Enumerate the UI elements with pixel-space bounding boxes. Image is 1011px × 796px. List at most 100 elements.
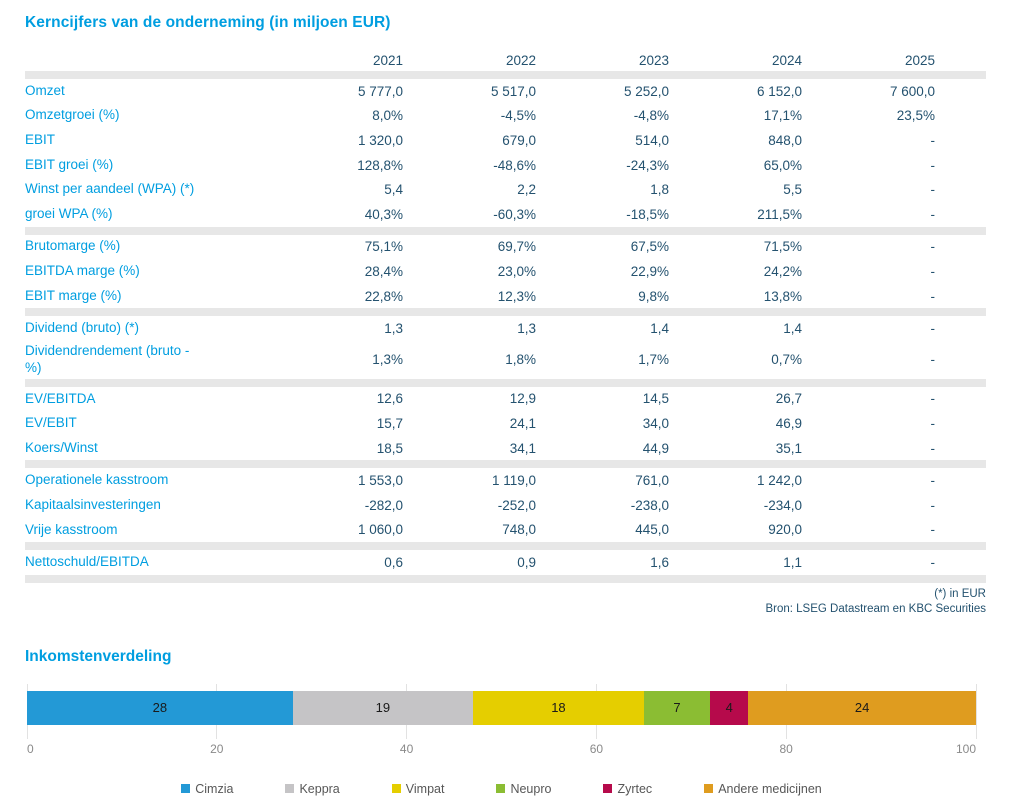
value-cell: 12,6	[376, 391, 403, 407]
row-label: Koers/Winst	[25, 439, 98, 455]
legend-item: Neupro	[496, 782, 551, 796]
value-cell: 23,0%	[497, 263, 536, 279]
legend-label: Andere medicijnen	[718, 781, 822, 796]
value-cell: 28,4%	[364, 263, 403, 279]
row-label: Winst per aandeel (WPA) (*)	[25, 181, 195, 197]
section-separator	[25, 226, 986, 235]
value-cell: 14,5	[642, 391, 669, 407]
value-cell: 8,0%	[372, 108, 403, 124]
value-cell: -	[930, 555, 936, 571]
legend-item: Keppra	[285, 781, 340, 796]
value-cell: -	[930, 522, 936, 538]
bar-segment-vimpat: 18	[473, 690, 644, 725]
section-separator	[25, 574, 986, 583]
value-cell: -	[930, 288, 936, 304]
row-label: EV/EBIT	[25, 415, 77, 431]
value-cell: 5 777,0	[357, 83, 403, 99]
table-title: Kerncijfers van de onderneming (in miljo…	[25, 14, 391, 31]
year-header: 2023	[638, 52, 669, 68]
legend-label: Zyrtec	[617, 781, 653, 796]
value-cell: 1 553,0	[357, 473, 403, 489]
table-row: EBIT 1 320,0 679,0 514,0 848,0 -	[25, 128, 986, 153]
stacked-bar: 28 19 18 7 4 24	[27, 690, 976, 725]
section-separator	[25, 542, 986, 551]
section-separator	[25, 71, 986, 79]
value-cell: 71,5%	[763, 239, 802, 255]
x-tick-label: 80	[779, 741, 793, 756]
value-cell: -4,8%	[633, 108, 669, 124]
x-tick-label: 100	[955, 741, 976, 756]
value-cell: 18,5	[376, 440, 403, 456]
table-row: groei WPA (%) 40,3% -60,3% -18,5% 211,5% -	[25, 202, 986, 227]
table-row: Nettoschuld/EBITDA 0,6 0,9 1,6 1,1 -	[25, 550, 986, 575]
table-row: Koers/Winst 18,5 34,1 44,9 35,1 -	[25, 436, 986, 461]
section-separator	[25, 460, 986, 469]
row-label: Nettoschuld/EBITDA	[25, 554, 149, 570]
table-row: Winst per aandeel (WPA) (*) 5,4 2,2 1,8 5,5 -	[25, 177, 986, 202]
legend-label: Neupro	[510, 781, 552, 796]
year-header: 2021	[372, 52, 403, 68]
year-header: 2024	[771, 52, 802, 68]
table-row: Omzet 5 777,0 5 517,0 5 252,0 6 152,0 7 600,0	[25, 79, 986, 104]
row-label: EBITDA marge (%)	[25, 263, 140, 279]
row-label: Omzet	[25, 82, 65, 98]
row-label: Omzetgroei (%)	[25, 107, 120, 123]
value-cell: -	[930, 321, 936, 337]
value-cell: 1,3%	[372, 352, 403, 368]
value-cell: 34,0	[642, 416, 669, 432]
row-label: groei WPA (%)	[25, 205, 113, 221]
value-cell: 35,1	[775, 440, 802, 456]
value-cell: -	[930, 391, 936, 407]
legend-item: Vimpat	[391, 781, 445, 796]
bar-segment-andere-medicijnen: 24	[748, 690, 976, 725]
footnote-eur: (*) in EUR	[934, 587, 986, 600]
value-cell: -252,0	[497, 497, 536, 513]
value-cell: -	[930, 440, 936, 456]
value-cell: 23,5%	[896, 108, 935, 124]
value-cell: 12,9	[509, 391, 536, 407]
footnote-source: Bron: LSEG Datastream en KBC Securities	[765, 603, 986, 616]
value-cell: 15,7	[376, 416, 403, 432]
value-cell: 445,0	[635, 522, 669, 538]
value-cell: 1,6	[650, 555, 669, 571]
value-cell: 2,2	[517, 182, 536, 198]
value-cell: 17,1%	[763, 108, 802, 124]
row-label: EBIT	[25, 132, 56, 148]
row-label: Operationele kasstroom	[25, 472, 169, 488]
value-cell: 24,1	[509, 416, 536, 432]
income-distribution-chart: 28 19 18 7 4 24 0 20 40 60 80 100 Cimzia Keppra Vimp…	[26, 683, 977, 796]
x-tick-label: 20	[210, 741, 224, 756]
legend-swatch-icon	[496, 784, 506, 794]
value-cell: 44,9	[642, 440, 669, 456]
value-cell: 920,0	[768, 522, 802, 538]
value-cell: 1 242,0	[756, 473, 802, 489]
value-cell: 5,4	[384, 182, 403, 198]
year-header: 2025	[904, 52, 935, 68]
value-cell: -	[930, 206, 936, 222]
legend-swatch-icon	[391, 784, 401, 794]
value-cell: 5 252,0	[623, 83, 669, 99]
table-row: Kapitaalsinvesteringen -282,0 -252,0 -238,0…	[25, 493, 986, 518]
legend-item: Andere medicijnen	[704, 782, 822, 796]
value-cell: 67,5%	[630, 239, 669, 255]
value-cell: 12,3%	[497, 288, 536, 304]
value-cell: -4,5%	[500, 108, 536, 124]
chart-title: Inkomstenverdeling	[25, 647, 172, 665]
table-row: EBITDA marge (%) 28,4% 23,0% 22,9% 24,2% -	[25, 259, 986, 284]
bar-segment-neupro: 7	[643, 690, 711, 725]
legend-label: Keppra	[299, 781, 340, 796]
table-row: Vrije kasstroom 1 060,0 748,0 445,0 920,0 -	[25, 518, 986, 543]
value-cell: 13,8%	[763, 288, 802, 304]
row-label: EBIT marge (%)	[25, 287, 122, 303]
value-cell: 848,0	[768, 132, 802, 148]
value-cell: 40,3%	[364, 206, 403, 222]
value-cell: -	[930, 239, 936, 255]
footnotes: (*) in EUR Bron: LSEG Datastream en KBC …	[25, 587, 986, 618]
legend-label: Vimpat	[405, 781, 445, 796]
value-cell: 1 060,0	[357, 522, 403, 538]
value-cell: 1,7%	[638, 352, 669, 368]
value-cell: 211,5%	[757, 206, 802, 222]
key-figures-table: Omzet 5 777,0 5 517,0 5 252,0 6 152,0 7 600,0…	[25, 71, 986, 583]
value-cell: -	[930, 497, 936, 513]
